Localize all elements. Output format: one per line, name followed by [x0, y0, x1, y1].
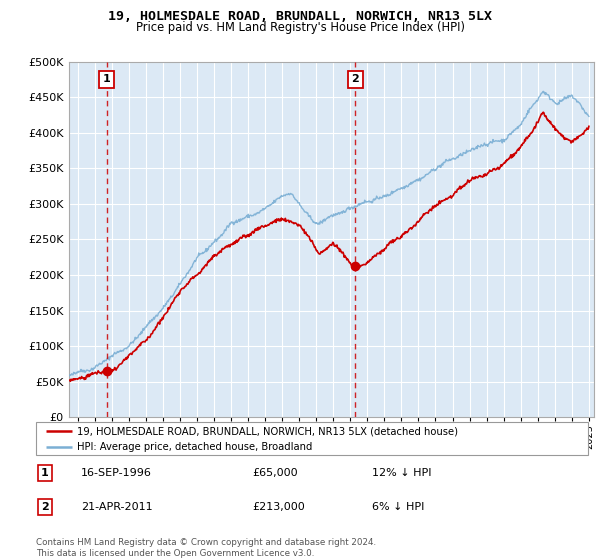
- Text: 19, HOLMESDALE ROAD, BRUNDALL, NORWICH, NR13 5LX: 19, HOLMESDALE ROAD, BRUNDALL, NORWICH, …: [108, 10, 492, 22]
- Text: 19, HOLMESDALE ROAD, BRUNDALL, NORWICH, NR13 5LX (detached house): 19, HOLMESDALE ROAD, BRUNDALL, NORWICH, …: [77, 426, 458, 436]
- Text: £65,000: £65,000: [252, 468, 298, 478]
- Text: 1: 1: [103, 74, 110, 85]
- Text: 2: 2: [352, 74, 359, 85]
- Text: Price paid vs. HM Land Registry's House Price Index (HPI): Price paid vs. HM Land Registry's House …: [136, 21, 464, 34]
- Text: Contains HM Land Registry data © Crown copyright and database right 2024.
This d: Contains HM Land Registry data © Crown c…: [36, 538, 376, 558]
- Text: 6% ↓ HPI: 6% ↓ HPI: [372, 502, 424, 512]
- Text: 16-SEP-1996: 16-SEP-1996: [81, 468, 152, 478]
- Text: 2: 2: [41, 502, 49, 512]
- FancyBboxPatch shape: [36, 422, 588, 455]
- Text: 1: 1: [41, 468, 49, 478]
- Text: 21-APR-2011: 21-APR-2011: [81, 502, 152, 512]
- Text: £213,000: £213,000: [252, 502, 305, 512]
- Text: HPI: Average price, detached house, Broadland: HPI: Average price, detached house, Broa…: [77, 442, 313, 451]
- Text: 12% ↓ HPI: 12% ↓ HPI: [372, 468, 431, 478]
